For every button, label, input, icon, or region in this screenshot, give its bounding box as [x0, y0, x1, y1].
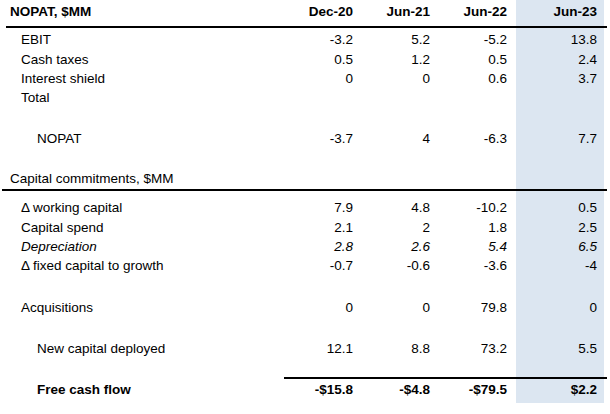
value-cell: -4 — [515, 258, 605, 273]
value-cell: -$79.5 — [438, 382, 515, 397]
row-label: Total — [0, 90, 284, 105]
value-cell: 1.2 — [361, 52, 438, 67]
table-row: EBIT-3.25.2-5.213.8 — [0, 30, 610, 49]
spacer-row — [0, 358, 610, 377]
table-title: NOPAT, $MM — [0, 4, 284, 19]
row-label: Acquisitions — [0, 300, 284, 315]
spacer-row — [0, 276, 610, 298]
value-cell: 2.1 — [284, 220, 361, 235]
value-cell: 2.5 — [515, 220, 605, 235]
row-label: Δ fixed capital to growth — [0, 258, 284, 273]
value-cell: -0.6 — [361, 258, 438, 273]
row-label: NOPAT — [0, 131, 284, 146]
value-cell: $2.2 — [515, 382, 605, 397]
value-cell: 0 — [515, 300, 605, 315]
value-cell: 4.8 — [361, 200, 438, 215]
value-cell: 3.7 — [515, 71, 605, 86]
financial-table: NOPAT, $MM Dec-20Jun-21Jun-22Jun-23 EBIT… — [0, 0, 610, 414]
table-row: New capital deployed12.18.873.25.5 — [0, 339, 610, 358]
value-cell: -0.7 — [284, 258, 361, 273]
value-cell: 2.4 — [515, 52, 605, 67]
value-cell: 0.5 — [284, 52, 361, 67]
table-row: Δ fixed capital to growth-0.7-0.6-3.6-4 — [0, 256, 610, 275]
spacer-row — [0, 317, 610, 339]
table-row: Free cash flow-$15.8-$4.8-$79.5$2.2 — [0, 377, 610, 403]
value-cell: 0 — [284, 71, 361, 86]
section-rule — [2, 189, 607, 191]
value-cell: -10.2 — [438, 200, 515, 215]
value-cell: -3.6 — [438, 258, 515, 273]
value-cell: -$4.8 — [361, 382, 438, 397]
value-cell: 5.5 — [515, 341, 605, 356]
table-row: Capital spend2.121.82.5 — [0, 217, 610, 236]
table-row: Cash taxes0.51.20.52.4 — [0, 49, 610, 68]
table-row: Acquisitions0079.80 — [0, 298, 610, 317]
row-label: Δ working capital — [0, 200, 284, 215]
value-cell: 5.2 — [361, 32, 438, 47]
row-label: Depreciation — [0, 239, 284, 254]
value-cell: 73.2 — [438, 341, 515, 356]
column-header-dec-20: Dec-20 — [284, 4, 361, 19]
header-rule — [6, 26, 607, 28]
value-cell: 7.7 — [515, 131, 605, 146]
column-header-jun-23: Jun-23 — [515, 4, 605, 19]
value-cell: 1.8 — [438, 220, 515, 235]
row-label: Free cash flow — [0, 382, 284, 397]
value-cell: 2 — [361, 220, 438, 235]
value-cell: 12.1 — [284, 341, 361, 356]
value-cell: -3.2 — [284, 32, 361, 47]
value-cell: 2.6 — [361, 239, 438, 254]
table-row: Δ working capital7.94.8-10.20.5 — [0, 198, 610, 217]
value-cell: -3.7 — [284, 131, 361, 146]
value-cell: 0 — [361, 300, 438, 315]
spacer-row — [0, 148, 610, 169]
row-label: Capital spend — [0, 220, 284, 235]
column-header-jun-21: Jun-21 — [361, 4, 438, 19]
value-cell: 13.8 — [515, 32, 605, 47]
row-label: New capital deployed — [0, 341, 284, 356]
table-row: Depreciation2.82.65.46.5 — [0, 237, 610, 256]
value-cell: -5.2 — [438, 32, 515, 47]
value-cell: -6.3 — [438, 131, 515, 146]
spacer-row — [0, 108, 610, 129]
value-cell: 8.8 — [361, 341, 438, 356]
row-label: EBIT — [0, 32, 284, 47]
section-header-row: Capital commitments, $MM — [0, 169, 610, 198]
value-cell: 6.5 — [515, 239, 605, 254]
value-cell: 2.8 — [284, 239, 361, 254]
value-cell: 4 — [361, 131, 438, 146]
value-cell: 0.5 — [515, 200, 605, 215]
column-header-jun-22: Jun-22 — [438, 4, 515, 19]
table-row: NOPAT-3.74-6.37.7 — [0, 129, 610, 148]
section-label: Capital commitments, $MM — [0, 169, 605, 189]
table-row: Interest shield000.63.7 — [0, 69, 610, 88]
value-cell: 0.5 — [438, 52, 515, 67]
table-rows: NOPAT, $MM Dec-20Jun-21Jun-22Jun-23 EBIT… — [0, 0, 610, 403]
table-row: Total — [0, 88, 610, 107]
value-cell: 0.6 — [438, 71, 515, 86]
row-label: Interest shield — [0, 71, 284, 86]
value-cell: 79.8 — [438, 300, 515, 315]
total-rule — [284, 377, 607, 379]
value-cell: -$15.8 — [284, 382, 361, 397]
value-cell: 5.4 — [438, 239, 515, 254]
value-cell: 0 — [361, 71, 438, 86]
value-cell: 7.9 — [284, 200, 361, 215]
value-cell: 0 — [284, 300, 361, 315]
row-label: Cash taxes — [0, 52, 284, 67]
